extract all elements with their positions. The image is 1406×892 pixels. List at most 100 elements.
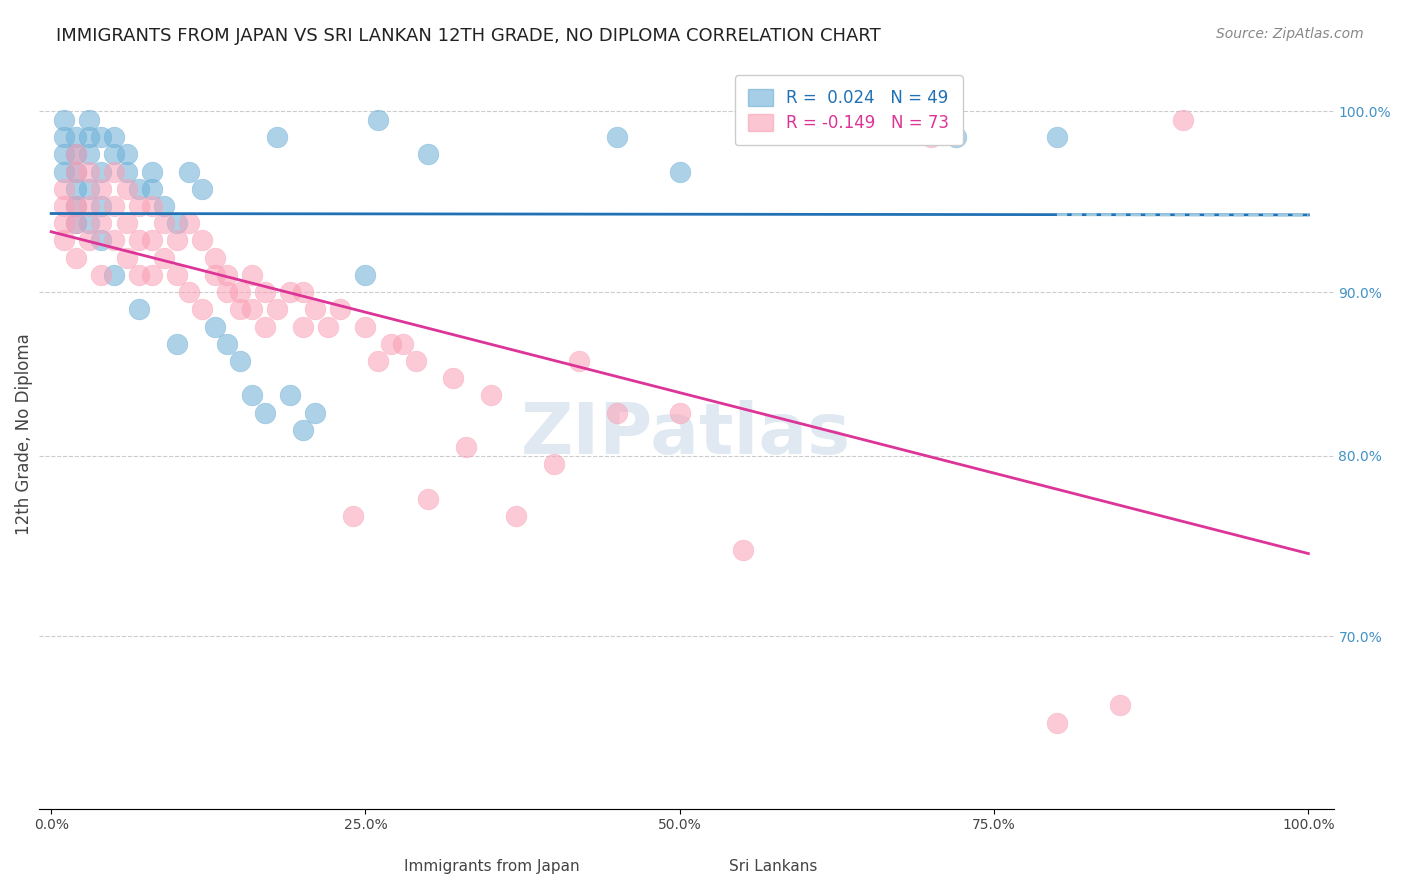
Immigrants from Japan <box>65 216 87 230</box>
Sri Lankans <box>316 319 339 334</box>
Immigrants from Japan <box>191 182 214 196</box>
Sri Lankans <box>65 147 87 161</box>
Immigrants from Japan <box>65 147 87 161</box>
Sri Lankans <box>77 199 100 213</box>
Immigrants from Japan <box>77 216 100 230</box>
Sri Lankans <box>128 199 150 213</box>
Immigrants from Japan <box>204 319 226 334</box>
Sri Lankans <box>443 371 465 385</box>
Sri Lankans <box>240 268 263 282</box>
Text: ZIPatlas: ZIPatlas <box>522 400 851 468</box>
Sri Lankans <box>291 319 314 334</box>
Immigrants from Japan <box>141 164 163 178</box>
Sri Lankans <box>52 182 75 196</box>
Sri Lankans <box>90 268 112 282</box>
Sri Lankans <box>392 336 415 351</box>
Immigrants from Japan <box>266 130 288 145</box>
Sri Lankans <box>166 268 188 282</box>
Text: Immigrants from Japan: Immigrants from Japan <box>405 859 579 874</box>
Sri Lankans <box>65 251 87 265</box>
Sri Lankans <box>77 164 100 178</box>
Sri Lankans <box>266 302 288 317</box>
Sri Lankans <box>920 130 942 145</box>
Sri Lankans <box>115 182 138 196</box>
Immigrants from Japan <box>291 423 314 437</box>
Sri Lankans <box>65 164 87 178</box>
Sri Lankans <box>217 268 239 282</box>
Immigrants from Japan <box>228 354 250 368</box>
Immigrants from Japan <box>103 147 125 161</box>
Immigrants from Japan <box>253 406 276 420</box>
Sri Lankans <box>90 182 112 196</box>
Sri Lankans <box>505 508 527 523</box>
Immigrants from Japan <box>278 388 301 402</box>
Sri Lankans <box>354 319 377 334</box>
Sri Lankans <box>128 268 150 282</box>
Sri Lankans <box>405 354 427 368</box>
Sri Lankans <box>1046 715 1069 730</box>
Sri Lankans <box>204 268 226 282</box>
Immigrants from Japan <box>77 182 100 196</box>
Immigrants from Japan <box>166 336 188 351</box>
Sri Lankans <box>103 199 125 213</box>
Immigrants from Japan <box>354 268 377 282</box>
Immigrants from Japan <box>77 147 100 161</box>
Immigrants from Japan <box>90 199 112 213</box>
Sri Lankans <box>1108 698 1130 713</box>
Immigrants from Japan <box>65 130 87 145</box>
Sri Lankans <box>65 199 87 213</box>
Sri Lankans <box>304 302 326 317</box>
Immigrants from Japan <box>65 164 87 178</box>
Sri Lankans <box>90 216 112 230</box>
Sri Lankans <box>228 285 250 299</box>
Sri Lankans <box>454 440 477 454</box>
Sri Lankans <box>166 234 188 248</box>
Immigrants from Japan <box>217 336 239 351</box>
Sri Lankans <box>240 302 263 317</box>
Immigrants from Japan <box>240 388 263 402</box>
Sri Lankans <box>479 388 502 402</box>
Sri Lankans <box>253 285 276 299</box>
Immigrants from Japan <box>103 268 125 282</box>
Sri Lankans <box>179 216 201 230</box>
Sri Lankans <box>1171 112 1194 127</box>
Sri Lankans <box>153 216 176 230</box>
Text: Source: ZipAtlas.com: Source: ZipAtlas.com <box>1216 27 1364 41</box>
Immigrants from Japan <box>1046 130 1069 145</box>
Immigrants from Japan <box>52 130 75 145</box>
Immigrants from Japan <box>115 147 138 161</box>
Immigrants from Japan <box>668 164 690 178</box>
Sri Lankans <box>103 164 125 178</box>
Sri Lankans <box>153 251 176 265</box>
Immigrants from Japan <box>115 164 138 178</box>
Immigrants from Japan <box>77 112 100 127</box>
Sri Lankans <box>52 216 75 230</box>
Sri Lankans <box>731 543 754 558</box>
Immigrants from Japan <box>945 130 967 145</box>
Sri Lankans <box>191 302 214 317</box>
Sri Lankans <box>380 336 402 351</box>
Sri Lankans <box>65 216 87 230</box>
Sri Lankans <box>794 112 817 127</box>
Text: IMMIGRANTS FROM JAPAN VS SRI LANKAN 12TH GRADE, NO DIPLOMA CORRELATION CHART: IMMIGRANTS FROM JAPAN VS SRI LANKAN 12TH… <box>56 27 882 45</box>
Sri Lankans <box>329 302 352 317</box>
Immigrants from Japan <box>103 130 125 145</box>
Sri Lankans <box>228 302 250 317</box>
Sri Lankans <box>367 354 389 368</box>
Sri Lankans <box>191 234 214 248</box>
Immigrants from Japan <box>179 164 201 178</box>
Sri Lankans <box>342 508 364 523</box>
Sri Lankans <box>568 354 591 368</box>
Immigrants from Japan <box>606 130 628 145</box>
Sri Lankans <box>52 234 75 248</box>
Immigrants from Japan <box>141 182 163 196</box>
Immigrants from Japan <box>418 147 440 161</box>
Immigrants from Japan <box>65 182 87 196</box>
Immigrants from Japan <box>166 216 188 230</box>
Sri Lankans <box>103 234 125 248</box>
Sri Lankans <box>141 268 163 282</box>
Text: Sri Lankans: Sri Lankans <box>730 859 817 874</box>
Immigrants from Japan <box>367 112 389 127</box>
Immigrants from Japan <box>90 164 112 178</box>
Immigrants from Japan <box>128 302 150 317</box>
